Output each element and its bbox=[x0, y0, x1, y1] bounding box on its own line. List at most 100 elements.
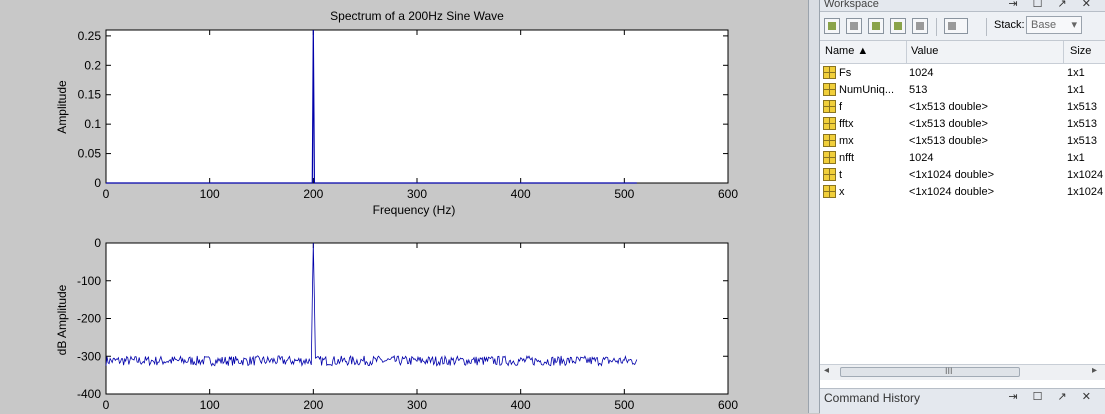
y-tick-label: -400 bbox=[77, 387, 101, 401]
table-row[interactable]: t <1x1024 double> 1x1024 bbox=[820, 167, 1105, 184]
variable-size: 1x1024 bbox=[1067, 169, 1104, 181]
plot2-series-line bbox=[105, 242, 638, 367]
workspace-title: Workspace bbox=[824, 0, 879, 10]
scroll-grip-icon: III bbox=[945, 366, 953, 376]
workspace-table-header: Name ▲ Value Size bbox=[820, 41, 1105, 64]
horizontal-scrollbar[interactable]: ◂ III ▸ bbox=[820, 364, 1105, 380]
variable-name: Fs bbox=[839, 67, 852, 79]
table-row[interactable]: Fs 1024 1x1 bbox=[820, 65, 1105, 82]
column-header-size[interactable]: Size bbox=[1070, 45, 1092, 57]
variable-name: NumUniq... bbox=[839, 84, 895, 96]
x-tick-label: 100 bbox=[200, 398, 220, 412]
y-tick-label: 0.15 bbox=[78, 88, 102, 102]
stack-select[interactable]: Base ▾ bbox=[1026, 16, 1082, 34]
workspace-toolbar: Stack: Base ▾ bbox=[820, 12, 1105, 41]
x-tick-label: 500 bbox=[614, 398, 634, 412]
stack-select-value: Base bbox=[1031, 19, 1057, 31]
y-tick-label: -300 bbox=[77, 349, 101, 363]
x-tick-label: 400 bbox=[511, 187, 531, 201]
variable-name: x bbox=[839, 186, 845, 198]
variable-size: 1x513 bbox=[1067, 101, 1097, 113]
workspace-titlebar: Workspace ⇥ ☐ ↗ ✕ bbox=[820, 0, 1105, 12]
workspace-panel: Workspace ⇥ ☐ ↗ ✕ Stack: Base ▾ Name ▲ V… bbox=[820, 0, 1105, 414]
column-separator[interactable] bbox=[906, 41, 907, 63]
y-tick-label: -100 bbox=[77, 274, 101, 288]
variable-value: <1x513 double> bbox=[909, 135, 988, 147]
variable-icon bbox=[823, 83, 836, 96]
y-tick-label: 0.25 bbox=[78, 29, 102, 43]
toolbar-separator bbox=[936, 18, 937, 36]
variable-name: mx bbox=[839, 135, 854, 147]
column-header-name[interactable]: Name ▲ bbox=[825, 45, 869, 57]
plot1-axes-box bbox=[105, 29, 729, 184]
command-history-titlebar[interactable]: Command History ⇥ ☐ ↗ ✕ bbox=[820, 388, 1105, 414]
variable-value: <1x1024 double> bbox=[909, 169, 995, 181]
variable-name: t bbox=[839, 169, 843, 181]
column-header-value[interactable]: Value bbox=[911, 45, 939, 57]
x-tick-label: 200 bbox=[303, 187, 323, 201]
x-tick-label: 500 bbox=[614, 187, 634, 201]
variable-icon bbox=[823, 100, 836, 113]
plot1-series-line bbox=[106, 29, 637, 184]
variable-value: <1x513 double> bbox=[909, 101, 988, 113]
variable-size: 1x1 bbox=[1067, 152, 1085, 164]
print-icon[interactable] bbox=[912, 18, 928, 34]
variable-size: 1x1024 bbox=[1067, 186, 1104, 198]
scroll-left-icon[interactable]: ◂ bbox=[824, 365, 830, 376]
table-row[interactable]: nfft 1024 1x1 bbox=[820, 150, 1105, 167]
variable-value: 1024 bbox=[909, 67, 934, 79]
y-tick-label: -200 bbox=[77, 312, 101, 326]
save-icon[interactable] bbox=[890, 18, 906, 34]
x-tick-label: 600 bbox=[718, 398, 738, 412]
x-tick-label: 100 bbox=[200, 187, 220, 201]
variable-icon bbox=[823, 151, 836, 164]
variable-name: f bbox=[839, 101, 843, 113]
table-row[interactable]: f <1x513 double> 1x513 bbox=[820, 99, 1105, 116]
stack-label: Stack: bbox=[994, 19, 1025, 31]
figure-window: Spectrum of a 200Hz Sine Wave Frequency … bbox=[55, 9, 739, 412]
x-tick-label: 300 bbox=[407, 398, 427, 412]
plot1-title: Spectrum of a 200Hz Sine Wave bbox=[330, 9, 504, 23]
panel-splitter[interactable] bbox=[808, 0, 820, 413]
chevron-down-icon: ▾ bbox=[1071, 19, 1077, 31]
variable-name: fftx bbox=[839, 118, 854, 130]
table-row[interactable]: fftx <1x513 double> 1x513 bbox=[820, 116, 1105, 133]
x-tick-label: 0 bbox=[103, 187, 110, 201]
x-tick-label: 200 bbox=[303, 398, 323, 412]
variable-value: 513 bbox=[909, 84, 928, 96]
variable-size: 1x1 bbox=[1067, 84, 1085, 96]
scroll-right-icon[interactable]: ▸ bbox=[1092, 365, 1098, 376]
plot-selection-icon[interactable] bbox=[944, 18, 968, 34]
variable-value: <1x1024 double> bbox=[909, 186, 995, 198]
variable-value: <1x513 double> bbox=[909, 118, 988, 130]
column-separator[interactable] bbox=[1063, 41, 1064, 63]
variable-value: 1024 bbox=[909, 152, 934, 164]
command-history-window-controls-icon[interactable]: ⇥ ☐ ↗ ✕ bbox=[1008, 391, 1097, 403]
spectrum-figure: Spectrum of a 200Hz Sine Wave Frequency … bbox=[55, 9, 738, 412]
variable-icon bbox=[823, 168, 836, 181]
x-tick-label: 600 bbox=[718, 187, 738, 201]
table-row[interactable]: x <1x1024 double> 1x1024 bbox=[820, 184, 1105, 201]
variable-name: nfft bbox=[839, 152, 855, 164]
plot2-axes-box bbox=[105, 242, 729, 395]
y-tick-label: 0 bbox=[94, 176, 101, 190]
table-row[interactable]: mx <1x513 double> 1x513 bbox=[820, 133, 1105, 150]
variable-size: 1x513 bbox=[1067, 135, 1097, 147]
variable-icon bbox=[823, 134, 836, 147]
scrollbar-thumb[interactable]: III bbox=[840, 366, 1020, 377]
toolbar-separator bbox=[986, 18, 987, 36]
plot1-xlabel: Frequency (Hz) bbox=[373, 203, 456, 217]
y-tick-label: 0.2 bbox=[84, 58, 101, 72]
import-data-icon[interactable] bbox=[868, 18, 884, 34]
table-row[interactable]: NumUniq... 513 1x1 bbox=[820, 82, 1105, 99]
x-tick-label: 300 bbox=[407, 187, 427, 201]
open-variable-icon[interactable] bbox=[846, 18, 862, 34]
variable-size: 1x513 bbox=[1067, 118, 1097, 130]
y-tick-label: 0.1 bbox=[84, 117, 101, 131]
new-variable-icon[interactable] bbox=[824, 18, 840, 34]
x-tick-label: 0 bbox=[103, 398, 110, 412]
command-history-title: Command History bbox=[824, 391, 921, 405]
workspace-window-controls-icon[interactable]: ⇥ ☐ ↗ ✕ bbox=[1008, 0, 1097, 10]
plot2-ylabel: dB Amplitude bbox=[55, 284, 69, 355]
variable-icon bbox=[823, 185, 836, 198]
